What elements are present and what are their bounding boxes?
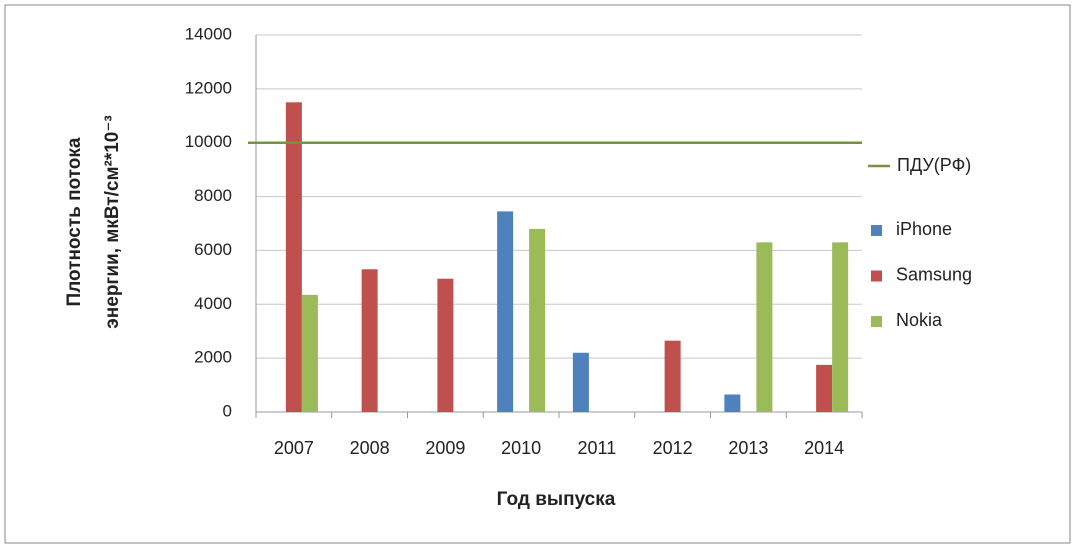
y-tick-label: 2000 bbox=[194, 348, 232, 367]
bar bbox=[756, 242, 773, 412]
y-tick-label: 0 bbox=[223, 401, 232, 420]
bar bbox=[816, 364, 833, 412]
legend-swatch bbox=[871, 225, 882, 236]
legend-swatch bbox=[871, 316, 882, 327]
y-tick-label: 12000 bbox=[185, 78, 232, 97]
x-tick-label: 2014 bbox=[804, 438, 844, 458]
y-tick-label: 8000 bbox=[194, 186, 232, 205]
legend-label: ПДУ(РФ) bbox=[897, 155, 971, 175]
bar bbox=[529, 228, 546, 412]
x-tick-label: 2007 bbox=[274, 438, 314, 458]
y-tick-label: 10000 bbox=[185, 132, 232, 151]
y-axis-title-line: Плотность потока bbox=[64, 137, 85, 306]
y-axis-title: Плотность потока энергии, мкВт/см²*10⁻³ bbox=[64, 115, 123, 328]
x-tick-label: 2013 bbox=[728, 438, 768, 458]
bar bbox=[361, 269, 378, 412]
bar bbox=[497, 211, 514, 412]
bar bbox=[285, 102, 302, 413]
bar bbox=[437, 278, 454, 412]
x-tick-label: 2010 bbox=[501, 438, 541, 458]
x-tick-label: 2012 bbox=[653, 438, 693, 458]
x-tick-label: 2008 bbox=[350, 438, 390, 458]
legend-swatch bbox=[871, 270, 882, 282]
x-axis-title: Год выпуска bbox=[497, 489, 616, 510]
bar bbox=[724, 394, 741, 412]
x-tick-label: 2011 bbox=[578, 438, 617, 458]
y-axis-title-line: энергии, мкВт/см²*10⁻³ bbox=[102, 115, 123, 328]
bar bbox=[301, 294, 318, 412]
bar bbox=[664, 340, 681, 412]
legend-label: Samsung bbox=[896, 264, 972, 284]
y-tick-label: 6000 bbox=[194, 240, 232, 259]
bar bbox=[832, 242, 849, 412]
y-tick-label: 4000 bbox=[194, 294, 232, 313]
bar bbox=[572, 352, 589, 412]
legend-label: Nokia bbox=[896, 310, 943, 330]
y-tick-label: 14000 bbox=[185, 24, 232, 43]
x-tick-label: 2009 bbox=[425, 438, 465, 458]
legend-label: iPhone bbox=[896, 219, 952, 239]
